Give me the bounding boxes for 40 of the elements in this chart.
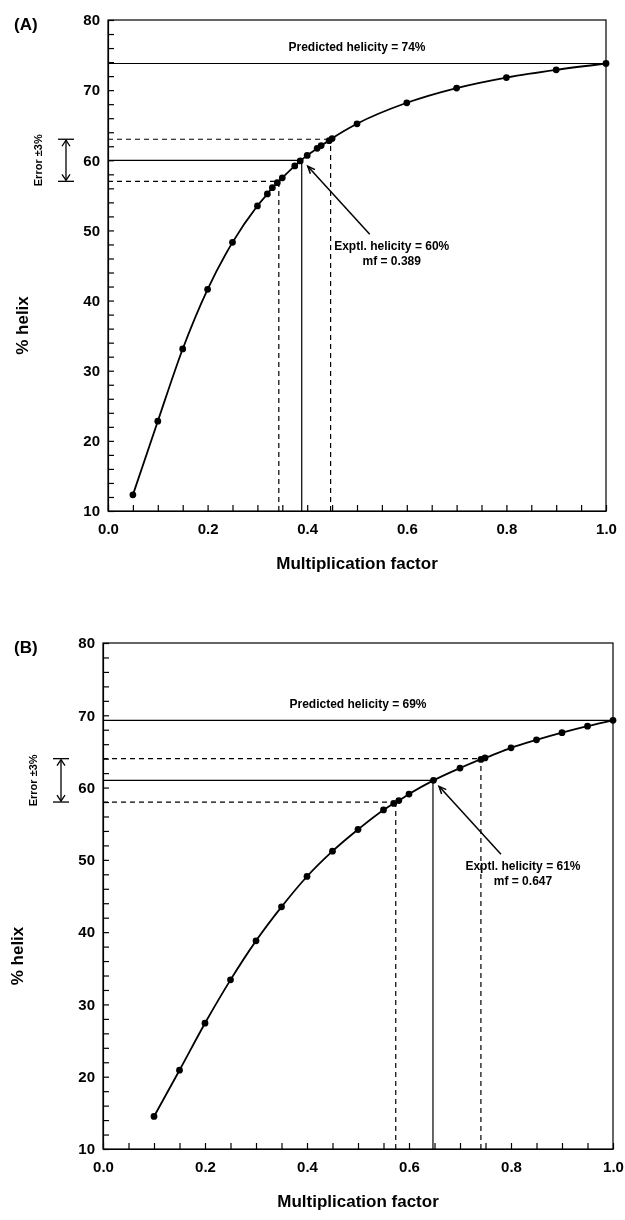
y-tick-label: 20 xyxy=(78,1068,95,1086)
annotation: Exptl. helicity = 60% mf = 0.389 xyxy=(334,239,450,269)
y-tick-label: 40 xyxy=(83,291,100,309)
x-tick-label: 0.8 xyxy=(496,519,518,537)
x-axis-title: Multiplication factor xyxy=(276,554,439,573)
y-tick-label: 70 xyxy=(83,81,100,99)
x-tick-label: 1.0 xyxy=(603,1157,624,1175)
x-tick-label: 0.0 xyxy=(98,519,119,537)
y-tick-label: 10 xyxy=(78,1140,95,1158)
text: Error ±3% xyxy=(32,134,44,187)
text: Error ±3% xyxy=(27,754,39,807)
x-tick-label: 0.8 xyxy=(501,1157,522,1175)
chart-title: (B) xyxy=(14,638,38,657)
y-axis-title: % helix xyxy=(13,295,32,355)
y-tick-label: 60 xyxy=(83,151,100,169)
x-tick-label: 0.2 xyxy=(195,1157,216,1175)
x-tick-label: 0.2 xyxy=(197,519,219,537)
x-tick-label: 1.0 xyxy=(596,519,617,537)
y-tick-label: 20 xyxy=(83,432,100,450)
x-axis-title: Multiplication factor xyxy=(277,1192,440,1211)
y-tick-label: 10 xyxy=(83,502,100,520)
y-tick-label: 30 xyxy=(83,362,100,380)
x-tick-label: 0.6 xyxy=(399,1157,420,1175)
y-axis-title: % helix xyxy=(8,926,27,986)
x-tick-label: 0.4 xyxy=(297,519,319,537)
x-tick-label: 0.4 xyxy=(297,1157,319,1175)
x-tick-label: 0.6 xyxy=(396,519,418,537)
y-tick-label: 30 xyxy=(78,995,95,1013)
y-tick-label: 50 xyxy=(83,221,100,239)
y-tick-label: 60 xyxy=(78,778,95,796)
y-tick-label: 40 xyxy=(78,923,95,941)
ref-line-label: Predicted helicity = 74% xyxy=(288,40,426,55)
annotation: Exptl. helicity = 61% mf = 0.647 xyxy=(465,859,581,889)
x-tick-label: 0.0 xyxy=(93,1157,114,1175)
y-tick-label: 80 xyxy=(83,11,100,29)
y-tick-label: 50 xyxy=(78,851,95,869)
y-tick-label: 70 xyxy=(78,706,95,724)
chart-title: (A) xyxy=(14,15,38,34)
y-tick-label: 80 xyxy=(78,634,95,652)
ref-line-label: Predicted helicity = 69% xyxy=(289,697,427,712)
